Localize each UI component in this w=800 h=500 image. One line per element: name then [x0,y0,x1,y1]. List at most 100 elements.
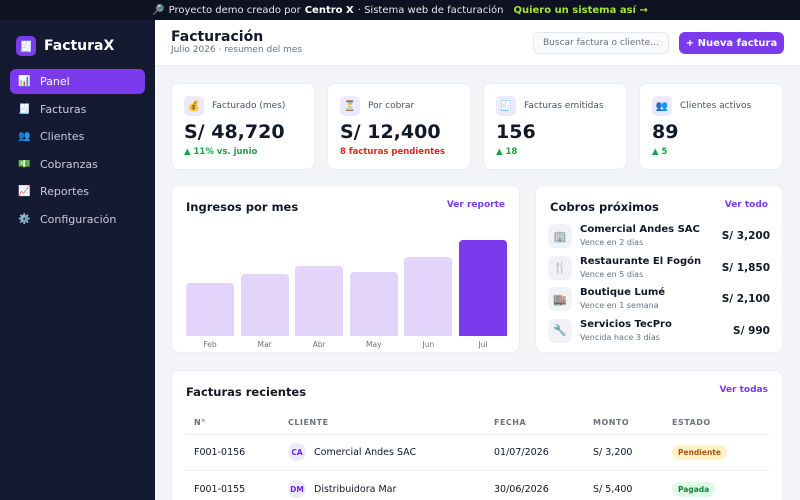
stat-label: Por cobrar [368,101,415,111]
sidebar: 🧾 FacturaX 📊 Panel 🧾 Facturas 👥 Clientes 💵 Cobr… [0,20,155,500]
invoice-date: 30/06/2026 [494,484,549,495]
money-bag-icon: 💰 [184,96,204,116]
brand[interactable]: 🧾 FacturaX [16,36,114,56]
sidebar-item-configuracion[interactable]: ⚙️ Configuración [10,207,145,232]
bar-jul[interactable] [459,240,507,336]
status-badge: Pendiente [672,445,727,460]
bar-abr[interactable] [295,266,344,336]
stat-delta: 8 facturas pendientes [340,147,446,157]
list-item[interactable]: 🔧 Servicios TecPro Vencida hace 3 días S/ 9… [548,317,770,343]
payment-due-text: Vence en 2 días [580,238,644,247]
column-number[interactable]: N° [194,418,206,427]
column-client[interactable]: CLIENTE [288,418,329,427]
receipt-icon: 🧾 [18,103,31,115]
view-all-invoices-link[interactable]: Ver todas [719,385,768,395]
sidebar-item-label: Configuración [40,212,117,226]
new-invoice-button[interactable]: + Nueva factura [679,32,784,54]
search-input[interactable] [533,32,669,54]
receipt-logo-icon: 🧾 [16,36,36,56]
column-amount[interactable]: MONTO [593,418,630,427]
promo-suffix: · Sistema web de facturación [357,4,504,16]
bar-jun[interactable] [404,257,453,336]
invoice-number: F001-0155 [194,484,246,495]
main-content: Facturación Julio 2026 · resumen del mes… [155,20,800,500]
avatar: CA [288,443,306,461]
tick-label-mar: Mar [257,340,272,349]
table-row[interactable]: F001-0155 DM Distribuidora Mar 30/06/2026 S/… [186,472,770,500]
sidebar-item-label: Facturas [40,102,87,116]
invoice-client: Comercial Andes SAC [314,447,417,458]
sidebar-item-cobranzas[interactable]: 💵 Cobranzas [10,152,145,177]
table-header: N° CLIENTE FECHA MONTO ESTADO [186,409,770,435]
promo-bar: 🔎 Proyecto demo creado por Centro X · Si… [0,0,800,20]
tick-label-jun: Jun [422,340,435,349]
payment-amount: S/ 1,850 [721,261,770,274]
utensils-icon: 🍴 [548,255,572,280]
chart-icon: 📊 [18,76,31,87]
hourglass-icon: ⏳ [340,96,360,116]
gear-icon: ⚙️ [18,213,31,225]
stat-label: Clientes activos [680,101,752,111]
tick-label-jul: Jul [478,340,488,349]
bar-may[interactable] [349,272,398,336]
stat-card-active-clients: 👥 Clientes activos 89 ▲ 5 [639,83,783,170]
list-item[interactable]: 🏢 Comercial Andes SAC Vence en 2 días S/ 3,… [548,222,770,248]
stat-value: S/ 48,720 [184,121,285,143]
stat-delta: ▲ 5 [652,147,668,157]
tick-label-feb: Feb [203,340,217,349]
payment-amount: S/ 990 [733,324,770,337]
revenue-chart [186,236,507,336]
recent-invoices-title: Facturas recientes [186,385,307,399]
payment-amount: S/ 3,200 [721,230,770,242]
stat-delta: ▲ 11% vs. junio [184,147,258,157]
status-badge: Pagada [672,482,716,497]
sidebar-item-reportes[interactable]: 📈 Reportes [10,179,145,204]
invoice-client: Distribuidora Mar [314,484,397,495]
revenue-title: Ingresos por mes [186,200,299,214]
upcoming-payments-title: Cobros próximos [550,200,659,214]
sidebar-item-label: Clientes [40,130,85,143]
list-item[interactable]: 🍴 Restaurante El Fogón Vence en 5 días S/ 1… [548,254,770,280]
promo-cta-link[interactable]: Quiero un sistema así → [513,4,648,16]
sidebar-item-clientes[interactable]: 👥 Clientes [10,124,145,149]
wrench-icon: 🔧 [548,318,572,343]
column-status[interactable]: ESTADO [672,418,711,427]
payment-due-text: Vence en 5 días [580,269,644,279]
sidebar-nav: 📊 Panel 🧾 Facturas 👥 Clientes 💵 Cobranzas 📈 Repor… [10,69,145,234]
payment-client-name: Restaurante El Fogón [580,255,702,267]
page-title: Facturación [171,29,264,45]
receipt-icon: 🧾 [496,96,516,116]
table-row[interactable]: F001-0156 CA Comercial Andes SAC 01/07/2026… [186,435,770,471]
stat-card-receivable: ⏳ Por cobrar S/ 12,400 8 facturas pendiente… [327,83,471,170]
app-name: FacturaX [44,38,115,54]
building-icon: 🏢 [548,224,572,248]
invoice-date: 01/07/2026 [494,447,549,458]
payment-amount: S/ 2,100 [721,293,770,305]
stat-label: Facturas emitidas [524,101,604,111]
list-item[interactable]: 🏬 Boutique Lumé Vence en 1 semana S/ 2,100 [548,285,770,311]
sidebar-item-panel[interactable]: 📊 Panel [10,69,145,94]
users-icon: 👥 [18,131,31,142]
payment-client-name: Servicios TecPro [580,318,672,330]
stat-card-invoices-issued: 🧾 Facturas emitidas 156 ▲ 18 [483,83,627,170]
stat-card-billed-month: 💰 Facturado (mes) S/ 48,720 ▲ 11% vs. junio [171,83,315,170]
magnifier-icon: 🔎 [152,4,165,16]
payment-due-text: Vencida hace 3 días [580,332,660,342]
column-date[interactable]: FECHA [494,418,527,427]
stat-label: Facturado (mes) [212,101,286,111]
view-all-payments-link[interactable]: Ver todo [724,200,768,210]
bar-feb[interactable] [186,283,234,336]
page-header: Facturación Julio 2026 · resumen del mes… [155,20,800,66]
payment-due-text: Vence en 1 semana [580,301,659,310]
avatar: DM [288,480,306,498]
bar-mar[interactable] [240,274,289,336]
view-report-link[interactable]: Ver reporte [446,200,505,210]
tick-label-abr: Abr [312,340,326,349]
sidebar-item-label: Cobranzas [40,157,98,171]
invoice-number: F001-0156 [194,447,246,458]
sidebar-item-facturas[interactable]: 🧾 Facturas [10,97,145,122]
invoice-amount: S/ 3,200 [593,447,633,458]
stat-delta: ▲ 18 [496,147,518,157]
stat-value: S/ 12,400 [340,121,441,143]
upcoming-payments-card: Cobros próximos Ver todo 🏢 Comercial Ande… [535,185,783,353]
